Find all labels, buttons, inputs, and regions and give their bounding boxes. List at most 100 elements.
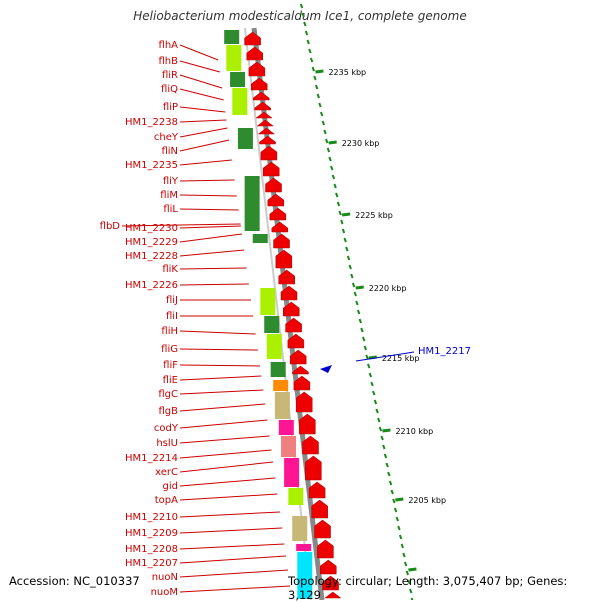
- gene-label-xerc: xerC: [155, 467, 178, 478]
- cds-arrow: [250, 77, 268, 91]
- gene-label-hm1_2207: HM1_2207: [125, 558, 178, 569]
- gene-leader: [179, 493, 278, 501]
- cds-arrow: [257, 127, 276, 135]
- gene-leader: [179, 88, 224, 101]
- cds-arrow: [322, 575, 339, 591]
- tick-dot: [385, 462, 389, 468]
- gene-label-fliq: fliQ: [161, 84, 178, 95]
- feature-block: [264, 316, 280, 333]
- feature-block: [230, 72, 246, 87]
- tick-dot: [350, 273, 354, 279]
- gene-leader: [121, 223, 241, 227]
- gene-leader: [179, 569, 288, 578]
- tick-dot: [365, 354, 369, 360]
- tick-dot: [323, 129, 327, 135]
- cds-arrow: [311, 499, 328, 519]
- tick-dot: [403, 561, 408, 567]
- tick-dot: [314, 84, 319, 90]
- tick-dot: [353, 291, 357, 297]
- cds-arrow: [267, 193, 285, 207]
- feature-block: [226, 45, 242, 71]
- gene-label-chey: cheY: [154, 132, 179, 143]
- tick-dot: [402, 552, 406, 558]
- tick-mark: [328, 140, 337, 145]
- gene-label-hm1_2230: HM1_2230: [125, 223, 178, 234]
- feature-block: [297, 552, 313, 599]
- cds-arrow: [299, 413, 316, 435]
- cds-arrow: [256, 119, 274, 127]
- gene-label-flie: fliE: [163, 375, 178, 386]
- backbone-inner: [244, 27, 312, 600]
- tick-dot: [387, 471, 391, 477]
- gene-leader: [179, 449, 272, 459]
- tick-dot: [299, 3, 304, 9]
- tick-dot: [358, 318, 362, 324]
- tick-dot: [351, 282, 356, 288]
- tick-mark: [355, 285, 364, 290]
- cds-arrow: [324, 591, 342, 599]
- gene-leader: [179, 179, 235, 182]
- gene-label-nuom: nuoM: [151, 587, 178, 598]
- gene-leader: [179, 348, 258, 351]
- feature-block: [292, 516, 308, 541]
- tick-dot: [348, 264, 352, 270]
- tick-dot: [338, 210, 342, 216]
- feature-block: [274, 392, 290, 419]
- tick-dot: [393, 507, 398, 513]
- tick-dot: [340, 219, 344, 225]
- gene-label-flgb: flgB: [158, 406, 178, 417]
- gene-leader: [179, 543, 285, 550]
- tick-dot: [333, 183, 337, 189]
- gene-label-gid: gid: [163, 481, 178, 492]
- highlight-leader: [355, 351, 415, 362]
- tick-dot: [388, 480, 393, 486]
- tick-dot: [346, 255, 351, 261]
- tick-mark: [368, 355, 378, 360]
- tick-dot: [405, 570, 410, 576]
- gene-label-topa: topA: [155, 495, 178, 506]
- cds-arrow: [262, 161, 280, 177]
- feature-block: [252, 234, 268, 243]
- gene-label-flig: fliG: [161, 344, 178, 355]
- tick-mark: [315, 69, 324, 74]
- tick-dot: [308, 48, 312, 54]
- tick-label: 2220 kbp: [369, 284, 407, 293]
- tick-dot: [397, 525, 401, 531]
- tick-dot: [325, 138, 329, 144]
- tick-dot: [390, 489, 394, 495]
- gene-label-cody: codY: [154, 423, 179, 434]
- tick-dot: [356, 309, 361, 315]
- feature-block: [288, 488, 304, 505]
- gene-label-flik: fliK: [162, 264, 178, 275]
- tick-label: 2225 kbp: [355, 211, 393, 220]
- gene-label-flif: fliF: [163, 360, 178, 371]
- tick-dot: [400, 543, 404, 549]
- tick-dot: [336, 201, 341, 207]
- tick-dot: [343, 237, 347, 243]
- gene-label-hm1_2229: HM1_2229: [125, 237, 178, 248]
- tick-mark: [395, 497, 404, 502]
- cds-arrow: [275, 249, 293, 269]
- tick-mark: [408, 567, 417, 572]
- gene-leader: [179, 119, 227, 123]
- feature-block: [237, 128, 253, 149]
- cds-arrow: [254, 101, 271, 111]
- gene-label-hm1_2238: HM1_2238: [125, 117, 178, 128]
- gene-leader: [179, 283, 249, 286]
- cds-arrow: [271, 221, 289, 233]
- tick-dot: [409, 588, 413, 594]
- cds-arrow: [302, 435, 319, 455]
- tick-dot: [383, 453, 388, 459]
- tick-dot: [341, 228, 346, 234]
- cds-arrow: [260, 145, 278, 161]
- tick-dot: [378, 426, 383, 432]
- cds-arrow: [283, 301, 300, 317]
- tick-dot: [382, 444, 386, 450]
- cds-arrow: [305, 455, 322, 481]
- cds-arrow: [273, 233, 290, 249]
- gene-leader: [179, 127, 228, 138]
- gene-label-flgc: flgC: [158, 389, 178, 400]
- tick-dot: [309, 57, 314, 63]
- tick-dot: [360, 327, 364, 333]
